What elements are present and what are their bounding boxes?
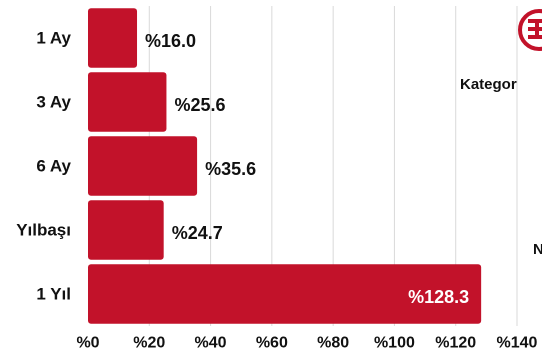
category-label: 1 Yıl: [36, 285, 71, 304]
bar: [88, 264, 482, 324]
value-label: %25.6: [174, 95, 225, 115]
category-labels: 1 Ay 3 Ay 6 Ay Yılbaşı 1 Yıl: [16, 29, 71, 304]
bar: [88, 72, 167, 132]
kategori-text: Kategor: [460, 76, 517, 93]
bar: [88, 8, 138, 68]
category-label: 1 Ay: [36, 29, 71, 48]
x-tick-label: %40: [195, 335, 227, 352]
bars: [88, 8, 482, 324]
x-tick-label: %120: [435, 335, 476, 352]
category-label: 6 Ay: [36, 157, 71, 176]
n-text: N: [533, 241, 542, 258]
x-tick-label: %60: [256, 335, 288, 352]
category-label: 3 Ay: [36, 93, 71, 112]
x-tick-label: %20: [133, 335, 165, 352]
x-tick-label: %0: [76, 335, 99, 352]
x-tick-label: %140: [497, 335, 538, 352]
value-label: %16.0: [145, 31, 196, 51]
x-tick-label: %100: [374, 335, 415, 352]
value-label: %35.6: [205, 159, 256, 179]
value-label: %24.7: [172, 223, 223, 243]
value-label: %128.3: [408, 287, 469, 307]
value-labels: %16.0 %25.6 %35.6 %24.7 %128.3: [145, 31, 469, 307]
red-circular-emblem-icon: [515, 8, 542, 57]
x-axis-tick-labels: %0 %20 %40 %60 %80 %100 %120 %140: [76, 335, 537, 352]
x-tick-label: %80: [317, 335, 349, 352]
grid-lines: [148, 6, 518, 326]
category-label: Yılbaşı: [16, 221, 71, 240]
bar: [88, 136, 198, 196]
bar: [88, 200, 164, 260]
